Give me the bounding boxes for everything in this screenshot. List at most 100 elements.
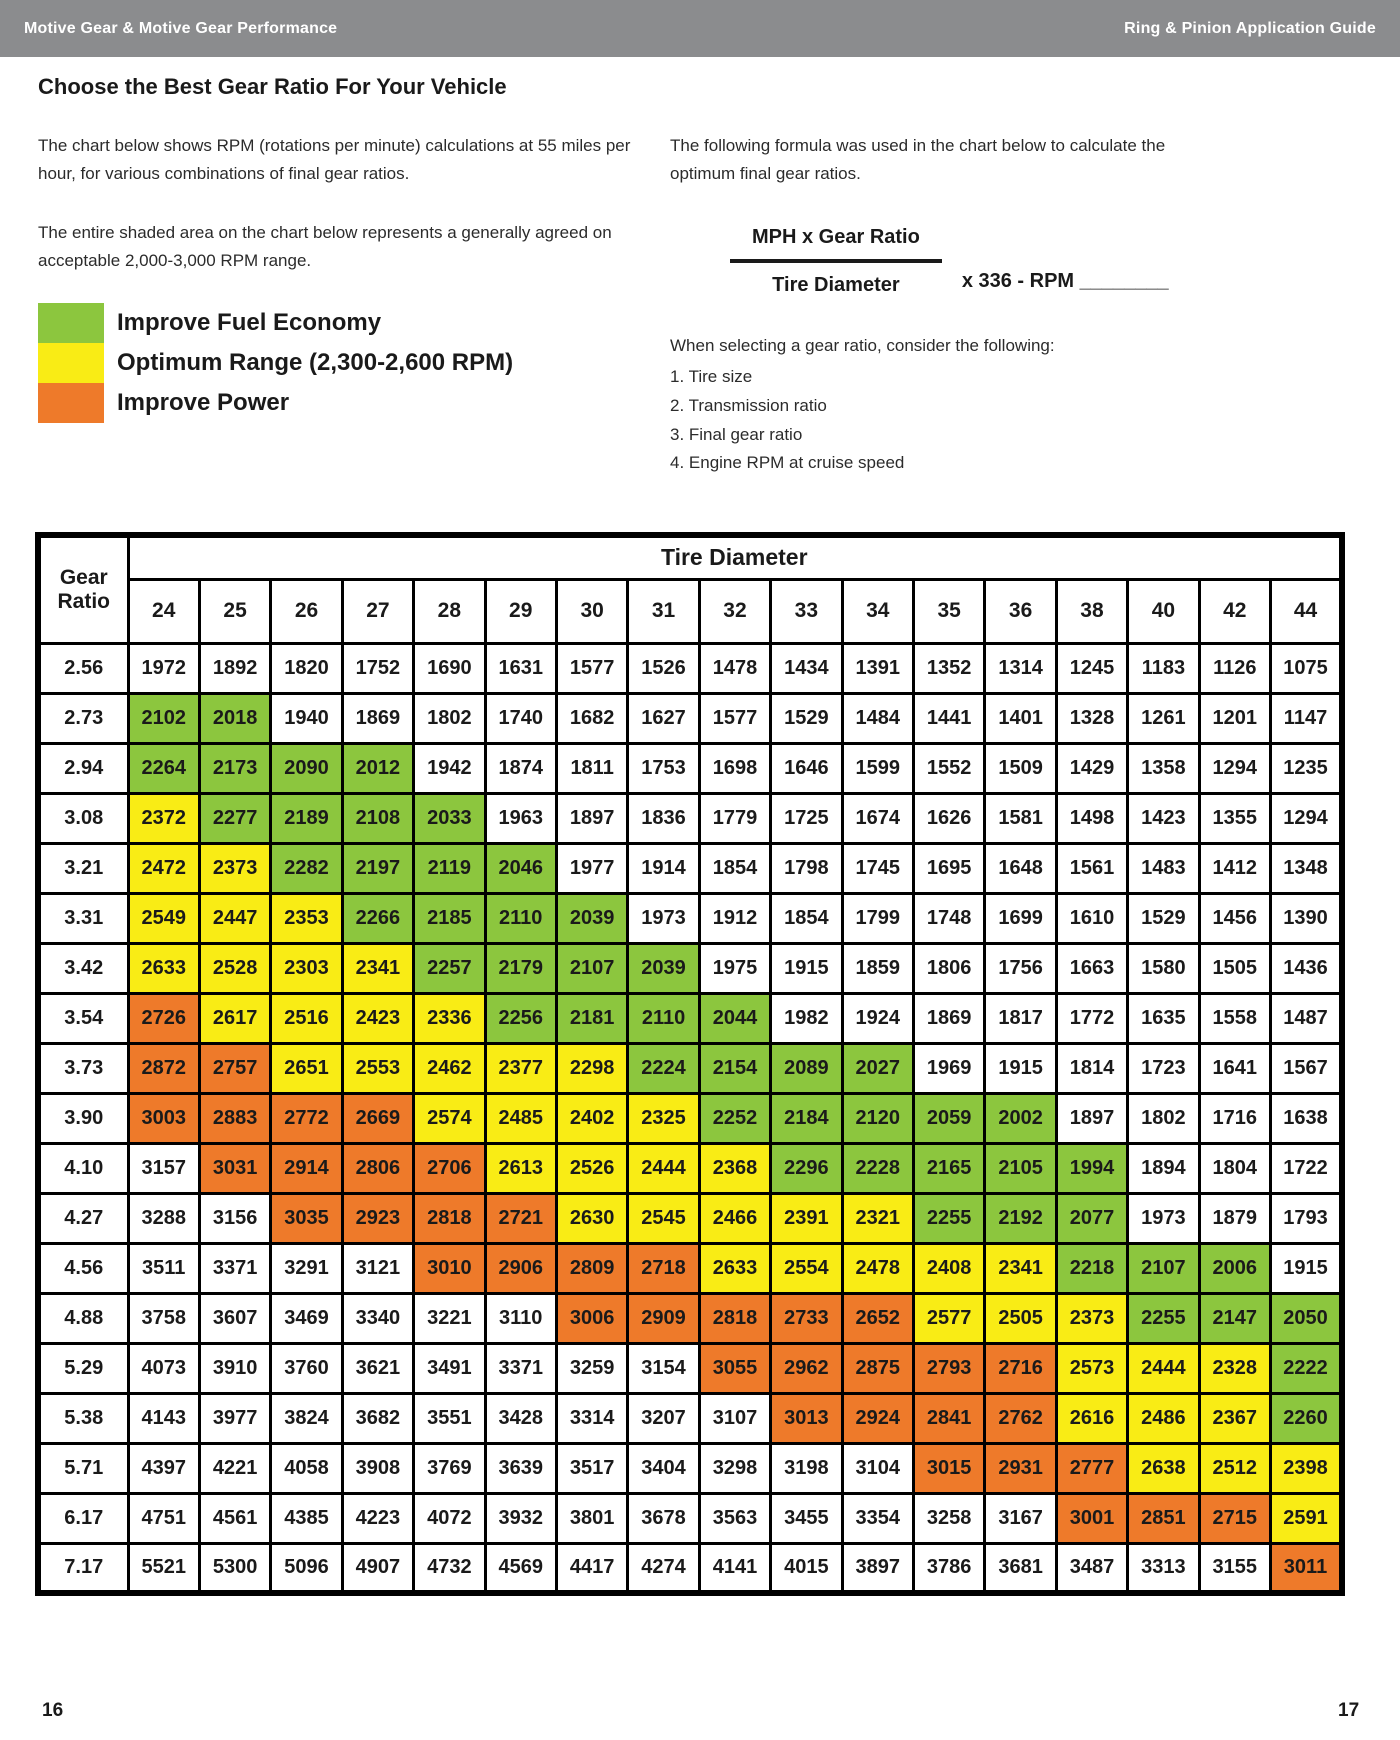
rpm-value-cell: 3313 <box>1126 1541 1201 1595</box>
rpm-value-cell: 2224 <box>626 1041 701 1095</box>
table-row-ratio-5.29: 5.29 4073 3910 3760 3621 3491 3371 3259 3154 3055… <box>36 1341 1344 1395</box>
consideration-item: 1. Tire size <box>670 366 753 386</box>
rpm-value-cell: 1802 <box>1126 1091 1201 1145</box>
rpm-value-cell: 2818 <box>697 1291 773 1345</box>
rpm-value-cell: 2089 <box>769 1041 844 1095</box>
tire-diameter-column-33: 33 <box>769 577 844 645</box>
gear-ratio-header-cell: Gear Ratio <box>36 533 130 645</box>
rpm-value-cell: 1802 <box>412 691 487 745</box>
rpm-value-cell: 1674 <box>840 791 915 845</box>
tire-diameter-column-29: 29 <box>483 577 558 645</box>
rpm-value-cell: 2669 <box>340 1091 416 1145</box>
rpm-value-cell: 1552 <box>911 741 987 795</box>
rpm-value-cell: 2006 <box>1197 1241 1273 1295</box>
rpm-value-cell: 1869 <box>911 991 987 1045</box>
rpm-value-cell: 3006 <box>554 1291 630 1345</box>
rpm-value-cell: 1963 <box>483 791 558 845</box>
rpm-value-cell: 1814 <box>1054 1041 1130 1095</box>
rpm-value-cell: 4274 <box>626 1541 701 1595</box>
legend-label: Improve Fuel Economy <box>117 309 382 336</box>
rpm-value-cell: 1434 <box>769 641 844 695</box>
rpm-value-cell: 1641 <box>1197 1041 1273 1095</box>
rpm-value-cell: 1914 <box>626 841 701 895</box>
rpm-value-cell: 1261 <box>1126 691 1201 745</box>
rpm-value-cell: 2222 <box>1269 1341 1344 1395</box>
consideration-item: 3. Final gear ratio <box>670 424 803 444</box>
rpm-value-cell: 1577 <box>697 691 773 745</box>
rpm-value-cell: 1820 <box>269 641 344 695</box>
rpm-value-cell: 2651 <box>269 1041 344 1095</box>
table-row-ratio-3.54: 3.54 2726 2617 2516 2423 2336 2256 2181 2110 2044… <box>36 991 1344 1045</box>
rpm-value-cell: 2875 <box>840 1341 915 1395</box>
page-number-right: 17 <box>1338 1700 1360 1721</box>
rpm-value-cell: 3786 <box>911 1541 987 1595</box>
rpm-value-cell: 1429 <box>1054 741 1130 795</box>
rpm-value-cell: 2266 <box>340 891 416 945</box>
rpm-value-cell: 4221 <box>197 1441 273 1495</box>
rpm-value-cell: 1698 <box>697 741 773 795</box>
rpm-value-cell: 2447 <box>197 891 273 945</box>
rpm-value-cell: 3291 <box>269 1241 344 1295</box>
rpm-value-cell: 2505 <box>983 1291 1058 1345</box>
rpm-value-cell: 2110 <box>626 991 701 1045</box>
rpm-value-cell: 1798 <box>769 841 844 895</box>
rpm-value-cell: 1982 <box>769 991 844 1045</box>
rpm-value-cell: 2050 <box>1269 1291 1344 1345</box>
gear-ratio-cell: 7.17 <box>36 1541 130 1595</box>
rpm-value-cell: 3121 <box>340 1241 416 1295</box>
rpm-value-cell: 4907 <box>340 1541 416 1595</box>
rpm-value-cell: 2218 <box>1054 1241 1130 1295</box>
rpm-value-cell: 3977 <box>197 1391 273 1445</box>
rpm-value-cell: 2793 <box>911 1341 987 1395</box>
rpm-value-cell: 3639 <box>483 1441 558 1495</box>
table-row-ratio-3.90: 3.90 3003 2883 2772 2669 2574 2485 2402 2325 2252… <box>36 1091 1344 1145</box>
rpm-value-cell: 2553 <box>340 1041 416 1095</box>
gear-ratio-cell: 2.94 <box>36 741 130 795</box>
rpm-value-cell: 1716 <box>1197 1091 1273 1145</box>
rpm-value-cell: 1973 <box>626 891 701 945</box>
rpm-value-cell: 2716 <box>983 1341 1058 1395</box>
legend-item-fuel-economy: Improve Fuel Economy <box>38 303 513 343</box>
rpm-value-cell: 2373 <box>1054 1291 1130 1345</box>
page-number-left: 16 <box>42 1700 64 1721</box>
rpm-value-cell: 1391 <box>840 641 915 695</box>
rpm-value-cell: 3035 <box>269 1191 344 1245</box>
rpm-value-cell: 1561 <box>1054 841 1130 895</box>
considerations-list: When selecting a gear ratio, consider th… <box>670 332 1220 478</box>
rpm-value-cell: 2577 <box>911 1291 987 1345</box>
rpm-value-cell: 2613 <box>483 1141 558 1195</box>
rpm-value-cell: 3511 <box>126 1241 201 1295</box>
rpm-value-cell: 3298 <box>697 1441 773 1495</box>
tire-diameter-column-31: 31 <box>626 577 701 645</box>
table-row-ratio-5.71: 5.71 4397 4221 4058 3908 3769 3639 3517 3404 3298… <box>36 1441 1344 1495</box>
rpm-value-cell: 2573 <box>1054 1341 1130 1395</box>
table-row-ratio-4.27: 4.27 3288 3156 3035 2923 2818 2721 2630 2545 2466… <box>36 1191 1344 1245</box>
gear-ratio-cell: 5.71 <box>36 1441 130 1495</box>
tire-diameter-column-32: 32 <box>697 577 773 645</box>
rpm-value-cell: 2282 <box>269 841 344 895</box>
tire-diameter-column-44: 44 <box>1269 577 1344 645</box>
rpm-value-cell: 1638 <box>1269 1091 1344 1145</box>
rpm-value-cell: 2377 <box>483 1041 558 1095</box>
tire-diameter-column-27: 27 <box>340 577 416 645</box>
rpm-value-cell: 3517 <box>554 1441 630 1495</box>
rpm-value-cell: 2228 <box>840 1141 915 1195</box>
rpm-value-cell: 1610 <box>1054 891 1130 945</box>
rpm-value-cell: 3682 <box>340 1391 416 1445</box>
rpm-value-cell: 1740 <box>483 691 558 745</box>
rpm-value-cell: 3371 <box>197 1241 273 1295</box>
gear-ratio-cell: 2.56 <box>36 641 130 695</box>
table-row-ratio-3.21: 3.21 2472 2373 2282 2197 2119 2046 1977 1914 1854… <box>36 841 1344 895</box>
page-title: Choose the Best Gear Ratio For Your Vehi… <box>38 74 507 99</box>
rpm-value-cell: 2110 <box>483 891 558 945</box>
rpm-value-cell: 2090 <box>269 741 344 795</box>
tire-diameter-column-42: 42 <box>1197 577 1273 645</box>
rpm-value-cell: 1498 <box>1054 791 1130 845</box>
rpm-value-cell: 1748 <box>911 891 987 945</box>
rpm-value-cell: 3003 <box>126 1091 201 1145</box>
rpm-value-cell: 4143 <box>126 1391 201 1445</box>
tire-diameter-column-25: 25 <box>197 577 273 645</box>
table-row-ratio-7.17: 7.17 5521 5300 5096 4907 4732 4569 4417 4274 4141… <box>36 1541 1344 1595</box>
rpm-value-cell: 4223 <box>340 1491 416 1545</box>
